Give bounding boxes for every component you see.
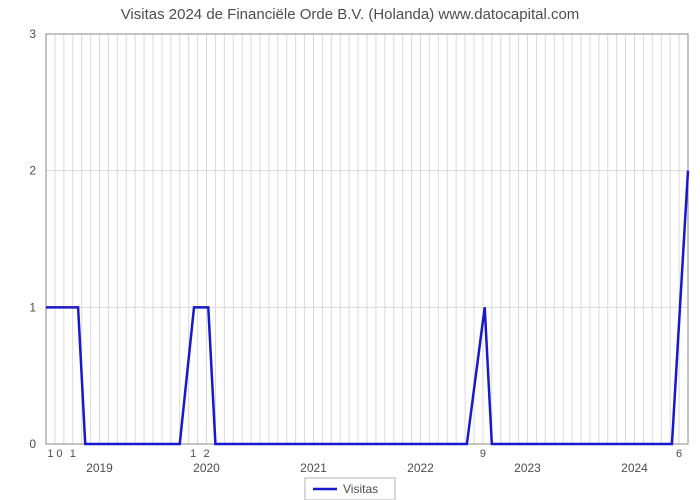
- visits-line-chart: 01232019202020212022202320241011296Visit…: [0, 0, 700, 500]
- y-tick-label: 3: [29, 27, 36, 41]
- y-tick-label: 2: [29, 164, 36, 178]
- data-point-label: 0: [56, 448, 62, 460]
- data-point-label: 1: [47, 448, 53, 460]
- x-tick-label: 2021: [300, 461, 327, 475]
- x-tick-label: 2024: [621, 461, 648, 475]
- y-tick-label: 0: [29, 437, 36, 451]
- data-point-label: 2: [203, 448, 209, 460]
- x-tick-label: 2020: [193, 461, 220, 475]
- legend-label: Visitas: [343, 482, 378, 496]
- data-point-label: 1: [70, 448, 76, 460]
- data-point-label: 6: [676, 448, 682, 460]
- data-point-label: 1: [190, 448, 196, 460]
- y-tick-label: 1: [29, 300, 36, 314]
- x-tick-label: 2019: [86, 461, 113, 475]
- x-tick-label: 2023: [514, 461, 541, 475]
- chart-title: Visitas 2024 de Financiële Orde B.V. (Ho…: [0, 6, 700, 23]
- data-point-label: 9: [480, 448, 486, 460]
- x-tick-label: 2022: [407, 461, 434, 475]
